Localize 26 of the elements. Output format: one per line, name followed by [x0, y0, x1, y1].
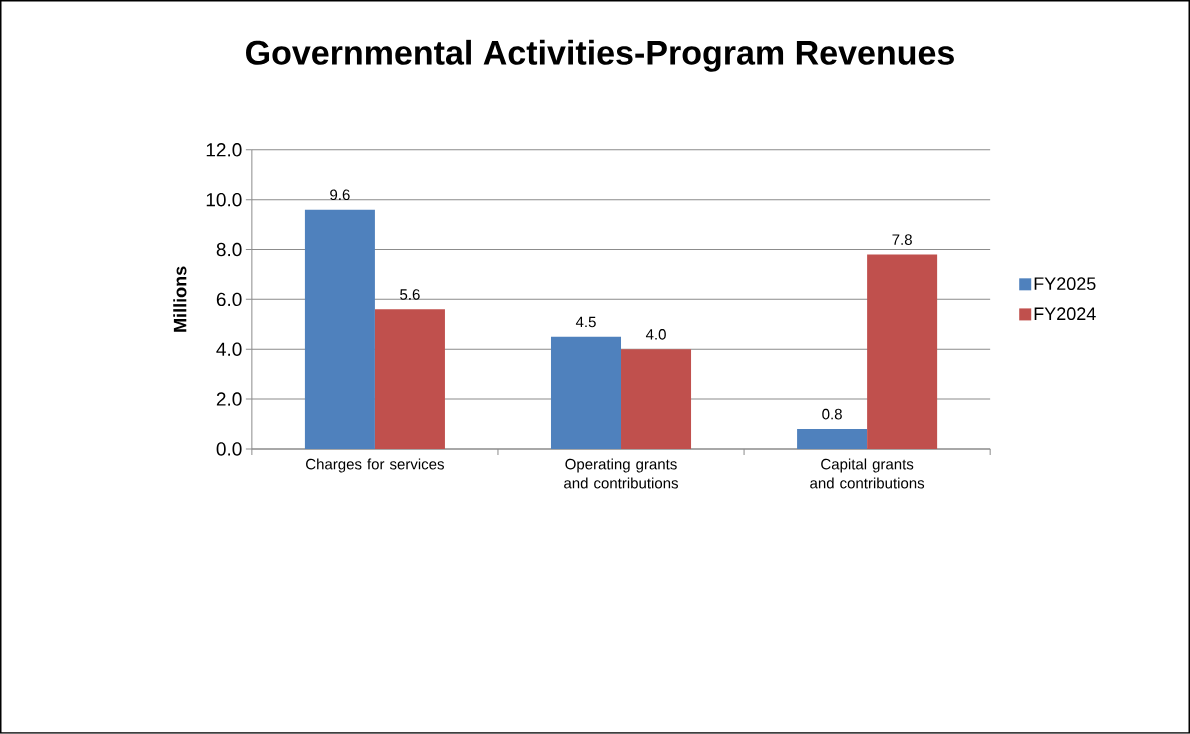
bar	[621, 349, 692, 450]
x-tick-label: Charges for services	[306, 458, 444, 473]
y-tick-label: 8.0	[216, 242, 242, 257]
bar	[550, 336, 622, 450]
data-label: 5.6	[400, 289, 420, 300]
y-tick-label: 0.0	[216, 442, 242, 456]
y-tick-label: 12.0	[206, 143, 242, 157]
bar	[304, 209, 375, 450]
x-tick-label: Capital grants and contributions	[810, 458, 925, 489]
y-tick-label: 6.0	[216, 292, 242, 307]
bar	[797, 429, 868, 450]
chart-title: Governmental Activities-Program Revenues	[246, 39, 954, 72]
y-tick-label: 4.0	[216, 342, 242, 357]
data-label: 4.0	[645, 329, 666, 340]
data-label: 9.6	[330, 189, 350, 201]
y-axis-title: Millions	[173, 266, 187, 332]
legend-label: FY2024	[1034, 307, 1096, 321]
x-tick-label: Operating grants and contributions	[564, 458, 678, 489]
data-label: 0.8	[822, 408, 842, 420]
bar	[867, 254, 938, 450]
bar	[374, 309, 445, 450]
y-tick-label: 2.0	[216, 392, 242, 406]
legend-label: FY2025	[1034, 277, 1096, 291]
y-tick-label: 10.0	[206, 193, 242, 207]
data-label: 4.5	[575, 316, 596, 328]
data-label: 7.8	[892, 234, 912, 246]
